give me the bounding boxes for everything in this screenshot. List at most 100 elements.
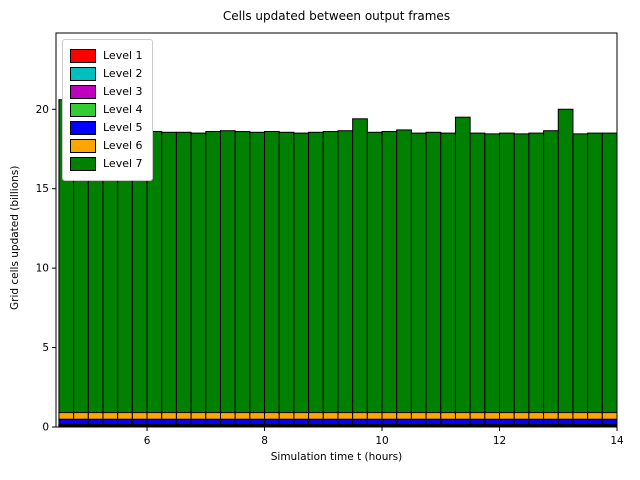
bar-segment xyxy=(219,130,236,414)
bar-segment xyxy=(293,132,310,414)
legend-entry: Level 2 xyxy=(70,67,143,81)
bar-segment xyxy=(58,418,75,425)
bar-segment xyxy=(572,418,589,425)
bar-segment xyxy=(322,418,339,425)
bar-segment xyxy=(410,418,427,425)
legend-label: Level 1 xyxy=(103,49,143,62)
legend-label: Level 4 xyxy=(103,103,143,116)
legend-entry: Level 4 xyxy=(70,103,143,117)
bar-segment xyxy=(410,412,427,420)
bar-segment xyxy=(572,412,589,420)
legend-swatch xyxy=(70,103,96,117)
bar-segment xyxy=(175,131,192,414)
bar-segment xyxy=(366,412,383,420)
bar-segment xyxy=(440,418,456,425)
bar-segment xyxy=(205,418,221,425)
bar-segment xyxy=(587,132,603,414)
bar-segment xyxy=(543,130,559,414)
bar-segment xyxy=(278,412,295,420)
bar-segment xyxy=(425,418,442,425)
bar-segment xyxy=(278,418,295,425)
legend-entry: Level 6 xyxy=(70,139,143,153)
legend-swatch xyxy=(70,157,96,171)
bar-segment xyxy=(87,412,104,420)
bar-segment xyxy=(352,418,368,425)
legend-label: Level 6 xyxy=(103,139,143,152)
bar-segment xyxy=(484,133,501,414)
bar-segment xyxy=(587,418,603,425)
bar-segment xyxy=(454,418,471,425)
bar-segment xyxy=(499,412,515,420)
legend-swatch xyxy=(70,121,96,135)
bar-segment xyxy=(102,412,119,420)
y-tick-label: 10 xyxy=(36,263,49,275)
legend-label: Level 7 xyxy=(103,157,143,170)
x-tick-label: 12 xyxy=(493,435,506,447)
bar-segment xyxy=(131,412,148,420)
bar-segment xyxy=(146,418,163,425)
y-tick-label: 20 xyxy=(36,104,49,116)
bar-segment xyxy=(73,418,89,425)
bar-segment xyxy=(58,412,75,420)
bar-segment xyxy=(337,130,354,414)
bar-segment xyxy=(146,412,163,420)
legend-entry: Level 3 xyxy=(70,85,143,99)
bar-segment xyxy=(543,412,559,420)
bar-segment xyxy=(499,132,515,414)
bar-segment xyxy=(73,412,89,420)
bar-segment xyxy=(557,418,574,425)
bar-segment xyxy=(161,418,177,425)
bar-segment xyxy=(528,418,545,425)
bar-segment xyxy=(499,418,515,425)
bar-segment xyxy=(249,131,266,414)
bar-segment xyxy=(219,418,236,425)
y-tick-label: 0 xyxy=(42,422,49,434)
bar-segment xyxy=(601,412,618,420)
bar-segment xyxy=(425,131,442,414)
bar-segment xyxy=(557,412,574,420)
legend-label: Level 2 xyxy=(103,67,143,80)
bar-segment xyxy=(513,412,530,420)
bar-segment xyxy=(543,418,559,425)
legend-swatch xyxy=(70,139,96,153)
bar-segment xyxy=(87,418,104,425)
bar-segment xyxy=(381,412,398,420)
bar-segment xyxy=(117,412,133,420)
legend-entry: Level 1 xyxy=(70,49,143,63)
bar-segment xyxy=(381,131,398,414)
bar-segment xyxy=(205,412,221,420)
bar-segment xyxy=(352,118,368,414)
bar-segment xyxy=(249,412,266,420)
bar-segment xyxy=(293,412,310,420)
bar-segment xyxy=(264,418,280,425)
legend-label: Level 3 xyxy=(103,85,143,98)
bar-segment xyxy=(557,108,574,414)
bar-segment xyxy=(440,132,456,414)
bar-segment xyxy=(161,412,177,420)
bar-segment xyxy=(249,418,266,425)
bar-segment xyxy=(572,133,589,414)
bar-segment xyxy=(175,412,192,420)
bar-segment xyxy=(366,418,383,425)
bar-segment xyxy=(278,131,295,414)
bar-segment xyxy=(131,418,148,425)
bar-segment xyxy=(308,412,324,420)
legend-swatch xyxy=(70,67,96,81)
bar-segment xyxy=(337,412,354,420)
bar-segment xyxy=(396,129,412,414)
bar-segment xyxy=(190,412,207,420)
x-tick-label: 6 xyxy=(144,435,151,447)
bar-segment xyxy=(175,418,192,425)
x-tick-label: 8 xyxy=(261,435,268,447)
bar-segment xyxy=(528,132,545,414)
bar-segment xyxy=(469,132,486,414)
bar-segment xyxy=(484,412,501,420)
bar-segment xyxy=(322,131,339,414)
y-tick-label: 15 xyxy=(36,183,49,195)
bar-segment xyxy=(308,418,324,425)
bar-segment xyxy=(308,131,324,414)
bar-segment xyxy=(322,412,339,420)
bar-segment xyxy=(381,418,398,425)
